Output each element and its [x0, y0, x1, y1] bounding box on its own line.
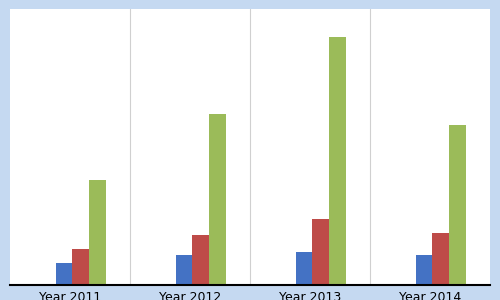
Bar [329, 37, 346, 285]
Bar [312, 219, 329, 285]
Bar [449, 125, 466, 285]
Bar [416, 255, 432, 285]
Bar [176, 255, 192, 285]
Bar [432, 232, 449, 285]
Bar [56, 263, 72, 285]
Bar [72, 249, 89, 285]
Bar [89, 180, 106, 285]
Bar [192, 235, 209, 285]
Bar [209, 114, 226, 285]
Bar [296, 252, 312, 285]
